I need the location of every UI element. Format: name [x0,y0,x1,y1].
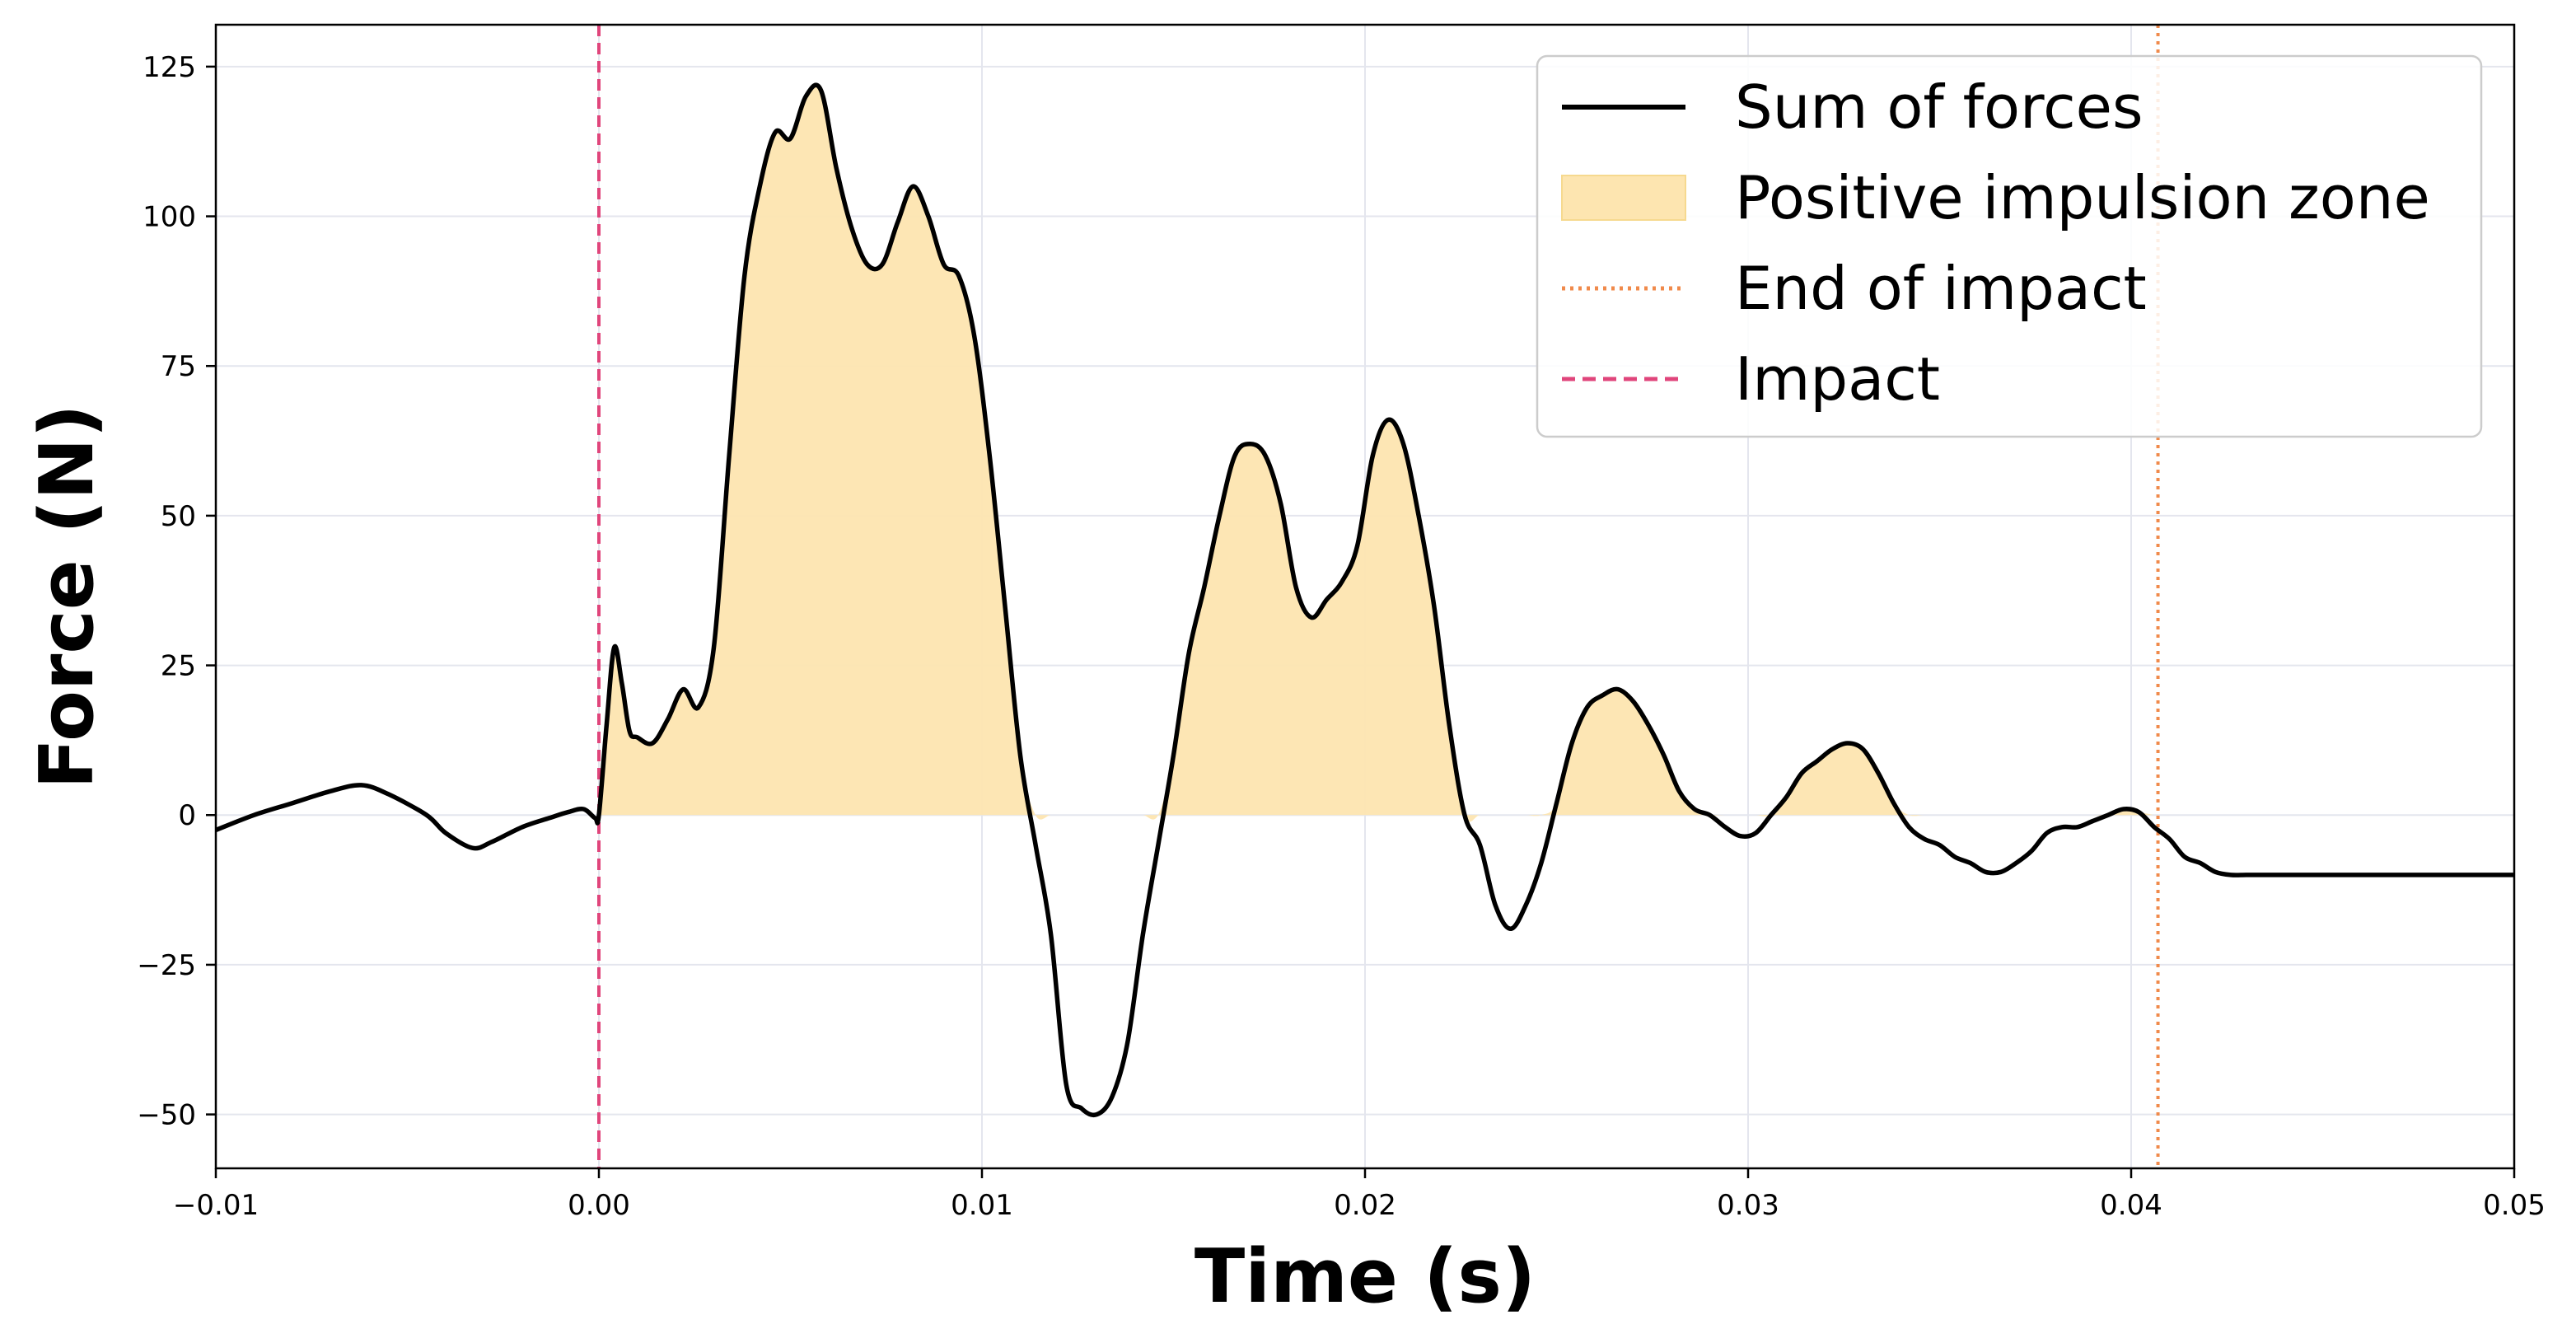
y-tick-label-6: 100 [143,201,196,234]
y-tick-label-3: 25 [161,650,196,683]
legend-label-0: Sum of forces [1735,73,2143,142]
y-tick-label-5: 75 [161,350,196,383]
x-tick-label-3: 0.02 [1334,1189,1396,1222]
y-tick-label-2: 0 [178,799,196,832]
legend-swatch-1 [1561,175,1686,221]
axis-ticks: −0.01 0.00 0.01 0.02 0.03 0.04 0.05 −50 −25 0 25 50… [137,51,2546,1222]
positive-impulsion-zone [599,85,2154,822]
y-tick-label-1: −25 [137,949,196,982]
x-axis-title: Time (s) [1194,1233,1536,1320]
x-tick-label-0: −0.01 [173,1189,259,1222]
legend-label-3: Impact [1735,344,1940,414]
x-tick-label-6: 0.05 [2483,1189,2546,1222]
sum-of-forces-line [215,82,2514,1118]
x-tick-label-5: 0.04 [2100,1189,2162,1222]
y-tick-label-7: 125 [143,51,196,84]
y-axis-title: Force (N) [24,404,110,788]
x-tick-label-2: 0.01 [951,1189,1013,1222]
y-tick-label-0: −50 [137,1099,196,1132]
series-layer [215,82,2514,1118]
x-tick-label-4: 0.03 [1717,1189,1779,1222]
legend: Sum of forces Positive impulsion zone End … [1536,54,2483,438]
positive-impulsion-fill-layer [599,85,2154,822]
legend-label-2: End of impact [1735,254,2147,323]
legend-box [1536,54,2483,438]
x-tick-label-1: 0.00 [568,1189,630,1222]
y-tick-label-4: 50 [161,500,196,533]
legend-label-1: Positive impulsion zone [1735,163,2430,232]
